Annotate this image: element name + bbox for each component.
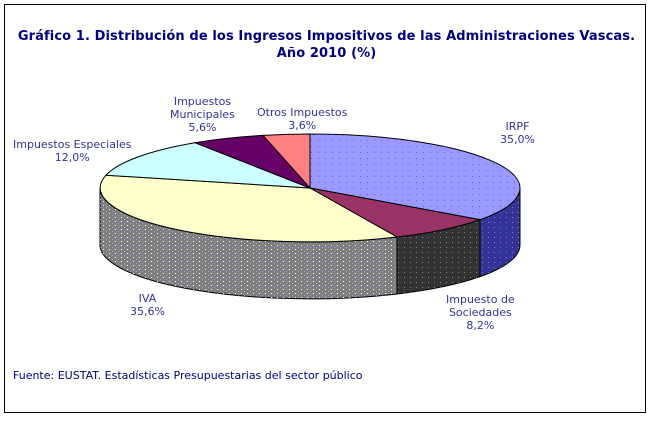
slice-especiales: [104, 142, 311, 189]
slice-otros: [261, 133, 311, 190]
label-irpf-pct: 35,0%: [500, 133, 535, 146]
chart-title-line2: Año 2010 (%): [276, 46, 377, 61]
label-irpf-name: IRPF: [505, 120, 530, 133]
slice-sociedades: [309, 187, 482, 238]
label-sociedades-pct: 8,2%: [466, 319, 495, 332]
label-otros: Otros Impuestos 3,6%: [257, 106, 347, 132]
label-otros-pct: 3,6%: [288, 119, 317, 132]
label-municipales: Impuestos Municipales 5,6%: [170, 95, 235, 134]
label-municipales-pct: 5,6%: [188, 121, 217, 134]
slice-iva: [99, 174, 399, 243]
label-especiales: Impuestos Especiales 12,0%: [13, 138, 132, 164]
label-especiales-pct: 12,0%: [54, 151, 90, 164]
label-iva: IVA 35,6%: [130, 292, 165, 318]
chart-title-line1: Gráfico 1. Distribución de los Ingresos …: [17, 29, 636, 44]
label-especiales-name: Impuestos Especiales: [13, 138, 132, 151]
source-note: Fuente: EUSTAT. Estadísticas Presupuesta…: [13, 369, 363, 382]
label-sociedades-name2: Sociedades: [448, 306, 512, 319]
label-otros-name: Otros Impuestos: [257, 106, 348, 119]
chart-title: Gráfico 1. Distribución de los Ingresos …: [0, 28, 653, 62]
label-sociedades: Impuesto de Sociedades 8,2%: [446, 293, 515, 332]
label-iva-pct: 35,6%: [130, 305, 165, 318]
label-iva-name: IVA: [138, 292, 157, 305]
label-municipales-name1: Impuestos: [173, 95, 232, 108]
label-municipales-name2: Municipales: [170, 108, 235, 121]
label-irpf: IRPF 35,0%: [500, 120, 535, 146]
label-sociedades-name1: Impuesto de: [446, 293, 515, 306]
